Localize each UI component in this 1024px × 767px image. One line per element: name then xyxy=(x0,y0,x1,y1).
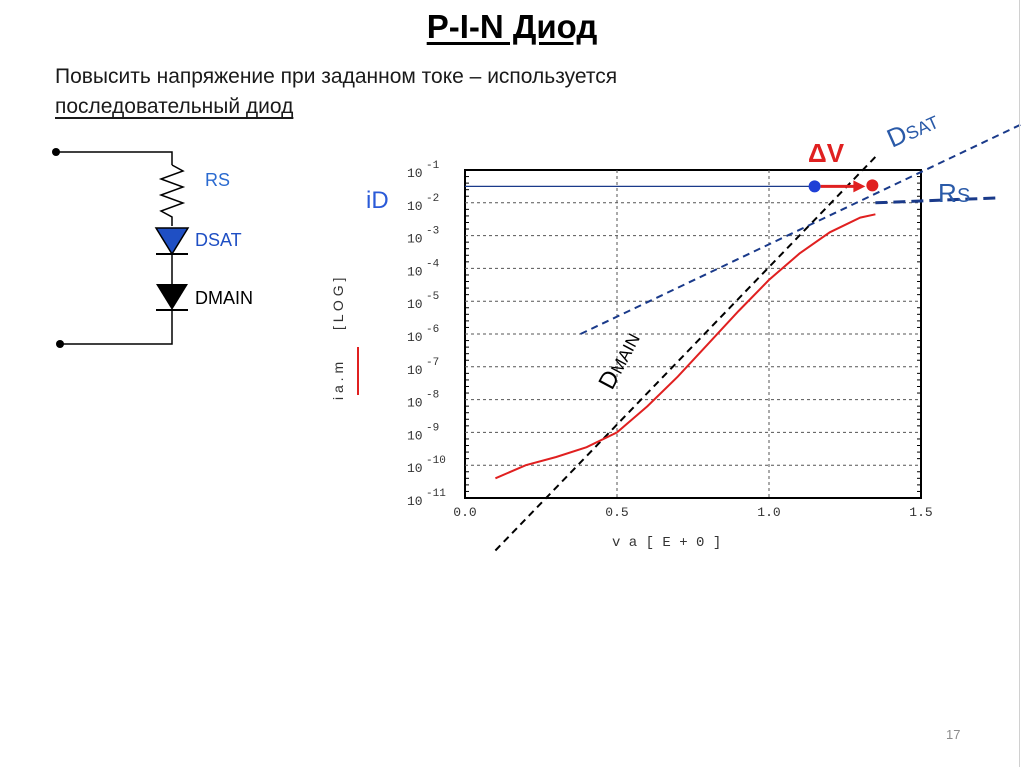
id-annotation: iD xyxy=(366,187,389,214)
y-tick-base: 10 xyxy=(407,428,423,443)
rs-asymptote xyxy=(875,196,998,205)
y-tick-exponent: -1 xyxy=(426,160,440,172)
y-tick-base: 10 xyxy=(407,166,423,181)
resistor-rs-label: RS xyxy=(205,170,230,190)
delta-v-annotation: ΔV xyxy=(808,138,845,168)
slide-subtitle: Повысить напряжение при заданном токе – … xyxy=(55,62,617,122)
total-operating-point xyxy=(866,179,879,192)
page-number: 17 xyxy=(946,727,961,742)
rs-annotation-main: R xyxy=(938,178,957,208)
y-tick-label: 10 -4 xyxy=(407,258,440,279)
y-tick-label: 10 -3 xyxy=(407,226,439,247)
y-tick-label: 10 -7 xyxy=(407,357,439,378)
y-tick-label: 10 -1 xyxy=(407,160,440,181)
x-tick-label: 0.5 xyxy=(605,505,628,520)
circuit-schematic: RS DSAT DMAIN xyxy=(52,148,253,348)
subtitle-line-2: последовательный диод xyxy=(55,95,294,118)
x-tick-label: 1.0 xyxy=(757,505,780,520)
y-tick-base: 10 xyxy=(407,297,423,312)
y-tick-exponent: -5 xyxy=(426,291,439,303)
slide-border xyxy=(1019,0,1020,767)
y-axis-label-var: i a . m xyxy=(330,362,346,400)
plot-grid xyxy=(465,170,921,498)
y-tick-label: 10 -11 xyxy=(407,488,446,509)
x-tick-labels: 0.0 0.5 1.0 1.5 xyxy=(453,505,932,520)
y-tick-exponent: -11 xyxy=(426,488,446,500)
y-tick-base: 10 xyxy=(407,330,423,345)
dsat-diode-symbol xyxy=(154,227,190,256)
y-tick-labels: 10 -110 -210 -310 -410 -510 -610 -710 -810 -910 -1… xyxy=(407,160,446,509)
x-axis-label: v a [ E + 0 ] xyxy=(612,535,721,551)
y-tick-base: 10 xyxy=(407,461,423,476)
y-tick-label: 10 -6 xyxy=(407,324,439,345)
dsat-asymptote xyxy=(580,121,1024,335)
y-tick-base: 10 xyxy=(407,494,423,509)
y-tick-exponent: -4 xyxy=(426,258,440,270)
diode-iv-curve xyxy=(495,213,876,480)
y-tick-base: 10 xyxy=(407,264,423,279)
y-axis-label: i a . m [ L O G ] xyxy=(330,278,346,400)
x-tick-label: 1.5 xyxy=(909,505,932,520)
y-tick-base: 10 xyxy=(407,199,423,214)
y-tick-label: 10 -8 xyxy=(407,390,439,411)
resistor-rs-symbol xyxy=(158,164,186,226)
y-tick-exponent: -9 xyxy=(426,422,439,434)
y-tick-exponent: -7 xyxy=(426,357,439,369)
y-tick-label: 10 -2 xyxy=(407,193,439,214)
y-tick-label: 10 -9 xyxy=(407,422,439,443)
y-tick-exponent: -3 xyxy=(426,226,439,238)
y-tick-exponent: -2 xyxy=(426,193,439,205)
top-wire xyxy=(56,151,173,165)
rs-annotation: R S xyxy=(938,178,970,208)
dmain-diode-symbol xyxy=(156,284,188,310)
y-tick-label: 10 -10 xyxy=(407,455,446,476)
y-tick-exponent: -8 xyxy=(426,390,439,402)
y-axis-label-unit: [ L O G ] xyxy=(330,278,346,330)
bottom-wire xyxy=(60,310,173,345)
dmain-operating-point xyxy=(808,180,821,193)
iv-plot: 10 -110 -210 -310 -410 -510 -610 -710 -810 -910 -1… xyxy=(330,121,1024,552)
y-tick-base: 10 xyxy=(407,396,423,411)
y-tick-label: 10 -5 xyxy=(407,291,439,312)
y-tick-exponent: -6 xyxy=(426,324,439,336)
dmain-label: DMAIN xyxy=(195,288,253,308)
slide-title: P-I-N Диод xyxy=(426,8,598,45)
rs-annotation-sub: S xyxy=(957,185,970,207)
subtitle-line-1: Повысить напряжение при заданном токе – … xyxy=(55,65,618,88)
y-tick-base: 10 xyxy=(407,232,423,247)
y-tick-base: 10 xyxy=(407,363,423,378)
dsat-label: DSAT xyxy=(195,230,242,250)
dsat-annotation: D SAT xyxy=(882,112,942,154)
dsat-annotation-sub: SAT xyxy=(903,112,942,144)
x-tick-label: 0.0 xyxy=(453,505,476,520)
y-tick-exponent: -10 xyxy=(426,455,446,467)
delta-v-arrowhead xyxy=(853,180,866,193)
